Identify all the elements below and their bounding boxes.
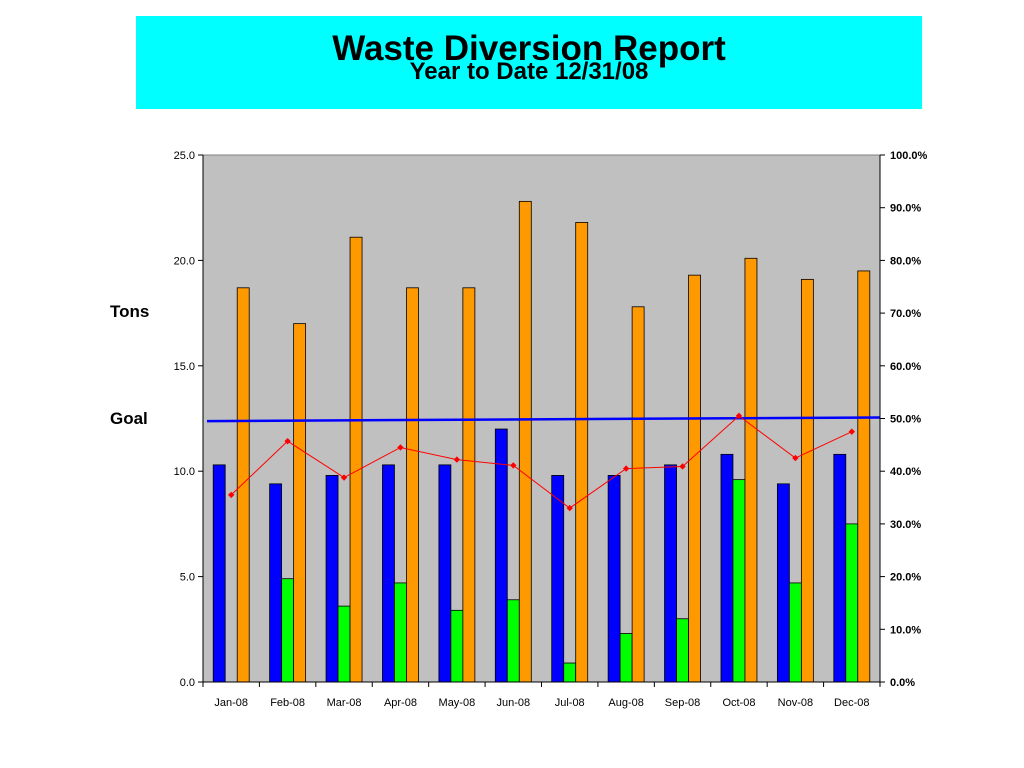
y2-tick-label: 60.0% bbox=[890, 361, 921, 373]
bar bbox=[406, 287, 419, 683]
bar bbox=[236, 287, 250, 683]
y2-tick-label: 20.0% bbox=[890, 572, 921, 584]
line-point bbox=[622, 465, 630, 472]
bar bbox=[337, 605, 351, 683]
bar bbox=[857, 270, 871, 683]
goal-label: Goal bbox=[110, 409, 148, 428]
bar bbox=[631, 306, 645, 683]
bar bbox=[845, 523, 859, 683]
bar bbox=[563, 662, 577, 683]
x-tick-label: Sep-08 bbox=[665, 697, 700, 709]
x-tick-label: Jul-08 bbox=[555, 697, 585, 709]
bar bbox=[281, 578, 295, 683]
bar bbox=[676, 618, 689, 683]
y-tick-label: 10.0 bbox=[174, 466, 195, 478]
y-tick-label: 15.0 bbox=[174, 361, 195, 373]
x-tick-label: Aug-08 bbox=[608, 697, 643, 709]
bar bbox=[607, 475, 621, 683]
bar bbox=[462, 287, 476, 683]
bar bbox=[506, 599, 520, 683]
line-point bbox=[848, 428, 855, 435]
bar bbox=[664, 464, 677, 683]
line-point bbox=[735, 412, 743, 420]
chart-title: Waste Diversion Report bbox=[332, 29, 726, 68]
line-point bbox=[284, 437, 291, 445]
bar bbox=[518, 200, 532, 683]
y2-tick-label: 30.0% bbox=[890, 519, 921, 531]
diversion-rate-line bbox=[230, 415, 853, 509]
x-tick-label: May-08 bbox=[439, 697, 476, 709]
y2-tick-label: 50.0% bbox=[890, 414, 921, 426]
bar bbox=[450, 609, 464, 683]
x-tick-label: Jun-08 bbox=[496, 697, 530, 709]
y2-tick-label: 40.0% bbox=[890, 466, 921, 478]
title-banner: Waste Diversion Report Year to Date 12/3… bbox=[136, 16, 922, 109]
line-point bbox=[566, 504, 573, 512]
goal-line bbox=[206, 416, 881, 423]
bar bbox=[619, 633, 633, 683]
y-axis-label: Tons bbox=[110, 302, 149, 321]
line-point bbox=[228, 491, 235, 499]
bar bbox=[833, 453, 847, 683]
bar bbox=[788, 582, 802, 683]
line-point bbox=[453, 456, 461, 463]
line-point bbox=[397, 444, 404, 451]
line-point bbox=[679, 463, 686, 470]
bar bbox=[325, 475, 339, 683]
bar bbox=[688, 274, 701, 683]
y-tick-label: 5.0 bbox=[180, 572, 195, 584]
x-tick-label: Oct-08 bbox=[722, 697, 755, 709]
bar bbox=[551, 475, 565, 683]
y2-tick-label: 70.0% bbox=[890, 308, 921, 320]
bar bbox=[394, 582, 407, 683]
x-tick-label: Mar-08 bbox=[327, 697, 362, 709]
bar bbox=[494, 428, 508, 683]
bar bbox=[776, 483, 790, 683]
line-point bbox=[510, 462, 517, 469]
bar bbox=[438, 464, 452, 683]
bar bbox=[382, 464, 395, 683]
bar bbox=[293, 323, 307, 683]
bar bbox=[720, 453, 734, 683]
bar bbox=[800, 278, 814, 683]
bar bbox=[349, 236, 363, 683]
x-tick-label: Feb-08 bbox=[270, 697, 305, 709]
y-tick-label: 25.0 bbox=[174, 150, 195, 162]
bar bbox=[732, 479, 746, 683]
x-tick-label: Apr-08 bbox=[384, 697, 417, 709]
y2-tick-label: 80.0% bbox=[890, 255, 921, 267]
y-tick-label: 20.0 bbox=[174, 255, 195, 267]
y2-tick-label: 90.0% bbox=[890, 203, 921, 215]
line-point bbox=[792, 454, 799, 462]
x-tick-label: Nov-08 bbox=[778, 697, 813, 709]
bar bbox=[575, 222, 589, 683]
chart-subtitle: Year to Date 12/31/08 bbox=[409, 58, 649, 85]
y2-tick-label: 100.0% bbox=[890, 150, 928, 162]
bar bbox=[744, 257, 758, 683]
y2-tick-label: 0.0% bbox=[890, 677, 915, 689]
y2-tick-label: 10.0% bbox=[890, 624, 921, 636]
x-tick-label: Dec-08 bbox=[834, 697, 869, 709]
y-tick-label: 0.0 bbox=[180, 677, 195, 689]
bar bbox=[269, 483, 283, 683]
bar bbox=[212, 464, 226, 683]
x-tick-label: Jan-08 bbox=[214, 697, 248, 709]
line-point bbox=[340, 474, 348, 481]
